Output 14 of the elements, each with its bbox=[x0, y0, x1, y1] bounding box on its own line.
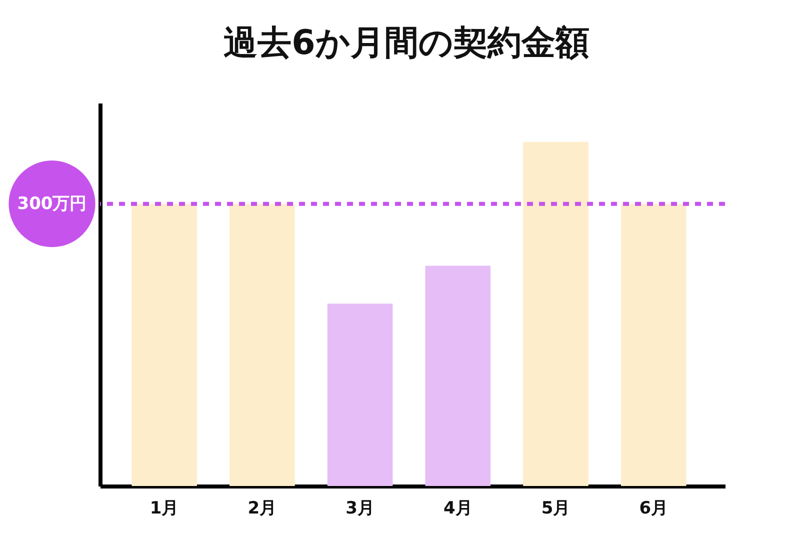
bar bbox=[425, 266, 491, 486]
bar bbox=[620, 204, 686, 486]
x-tick-label: 4月 bbox=[443, 498, 472, 518]
bar bbox=[230, 204, 295, 486]
x-tick-label: 5月 bbox=[541, 498, 570, 518]
bar bbox=[523, 142, 588, 486]
x-tick-label: 1月 bbox=[150, 498, 179, 518]
x-tick-label: 3月 bbox=[346, 498, 374, 518]
bar bbox=[327, 304, 393, 486]
ref-line-label: 300万円 bbox=[17, 194, 87, 214]
chart-title: 過去6か月間の契約金額 bbox=[224, 23, 590, 63]
x-tick-label: 6月 bbox=[639, 498, 668, 518]
bar bbox=[132, 204, 197, 486]
x-tick-label: 2月 bbox=[248, 498, 277, 518]
